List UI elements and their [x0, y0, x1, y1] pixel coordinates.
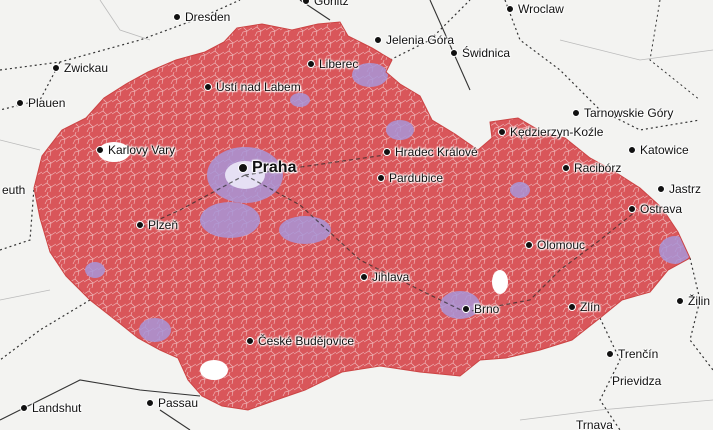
city-marker-icon: [146, 399, 154, 407]
city-marker-icon: [377, 174, 385, 182]
city-marker-icon: [628, 205, 636, 213]
city-usti[interactable]: Ústí nad Labem: [204, 80, 301, 94]
city-marker-icon: [572, 109, 580, 117]
city-plzen[interactable]: Plzeň: [136, 218, 178, 232]
city-hradec[interactable]: Hradec Králové: [383, 145, 478, 159]
czech-border: [33, 21, 691, 411]
city-trnava[interactable]: Trnava: [576, 418, 613, 430]
city-jihlava[interactable]: Jihlava: [360, 270, 409, 284]
city-marker-icon: [450, 49, 458, 57]
city-jelenia-gora[interactable]: Jelenia Góra: [374, 33, 454, 47]
city-marker-icon: [20, 404, 28, 412]
city-bayreuth[interactable]: euth: [2, 183, 26, 197]
city-kedzierzyn[interactable]: Kędzierzyn-Koźle: [498, 125, 603, 139]
city-marker-icon: [246, 337, 254, 345]
city-liberec[interactable]: Liberec: [307, 57, 358, 71]
city-marker-icon: [506, 5, 514, 13]
city-passau[interactable]: Passau: [146, 396, 198, 410]
city-marker-icon: [628, 146, 636, 154]
city-praha[interactable]: Praha: [238, 159, 296, 177]
city-marker-icon: [498, 128, 506, 136]
city-zilina[interactable]: Žilin: [676, 294, 710, 308]
city-marker-icon: [360, 273, 368, 281]
city-swidnica[interactable]: Świdnica: [450, 46, 510, 60]
city-marker-icon: [462, 305, 470, 313]
city-pardubice[interactable]: Pardubice: [377, 171, 443, 185]
city-marker-icon: [52, 64, 60, 72]
city-marker-icon: [383, 148, 391, 156]
city-jastrzebie[interactable]: Jastrz: [657, 182, 701, 196]
city-marker-icon: [374, 36, 382, 44]
city-prievidza[interactable]: Prievidza: [612, 374, 662, 388]
city-marker-icon: [568, 303, 576, 311]
city-marker-icon: [676, 297, 684, 305]
city-raciborz[interactable]: Racibórz: [562, 161, 621, 175]
city-plauen[interactable]: Plauen: [16, 96, 65, 110]
city-trencin[interactable]: Trenčín: [606, 347, 658, 361]
city-wroclaw[interactable]: Wroclaw: [506, 2, 564, 16]
city-landshut[interactable]: Landshut: [20, 401, 81, 415]
city-gorlitz[interactable]: Görlitz: [302, 0, 349, 8]
city-tarnowskie[interactable]: Tarnowskie Góry: [572, 106, 673, 120]
city-marker-icon: [204, 83, 212, 91]
city-marker-icon: [16, 99, 24, 107]
city-katowice[interactable]: Katowice: [628, 143, 689, 157]
city-marker-icon: [136, 221, 144, 229]
city-marker-icon: [238, 163, 248, 173]
city-marker-icon: [307, 60, 315, 68]
city-brno[interactable]: Brno: [462, 302, 499, 316]
city-marker-icon: [525, 241, 533, 249]
city-marker-icon: [562, 164, 570, 172]
city-marker-icon: [173, 13, 181, 21]
city-zwickau[interactable]: Zwickau: [52, 61, 108, 75]
city-marker-icon: [657, 185, 665, 193]
city-dresden[interactable]: Dresden: [173, 10, 230, 24]
city-ostrava[interactable]: Ostrava: [628, 202, 682, 216]
city-ceske-budejovice[interactable]: České Budějovice: [246, 334, 354, 348]
city-olomouc[interactable]: Olomouc: [525, 238, 585, 252]
city-karlovy-vary[interactable]: Karlovy Vary: [96, 143, 175, 157]
city-marker-icon: [606, 350, 614, 358]
city-zlin[interactable]: Zlín: [568, 300, 600, 314]
city-marker-icon: [96, 146, 104, 154]
city-marker-icon: [302, 0, 310, 5]
